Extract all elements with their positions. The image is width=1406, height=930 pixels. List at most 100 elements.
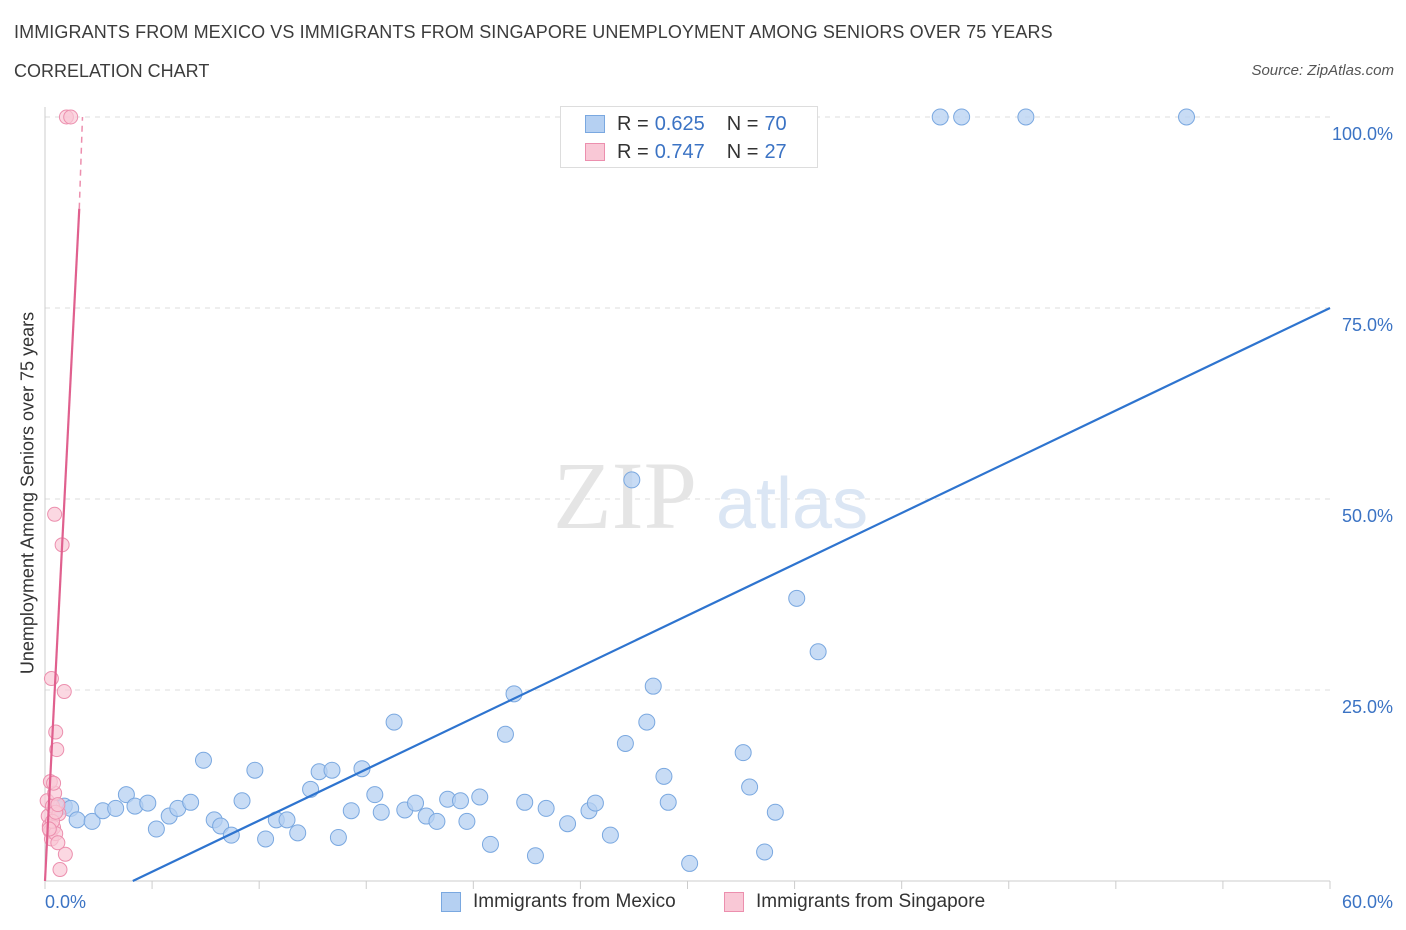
legend-row-singapore: R = 0.747 N = 27 — [585, 140, 787, 164]
legend-n-label: N = — [726, 112, 759, 135]
mexico-point — [496, 725, 514, 743]
singapore-point — [49, 742, 65, 758]
mexico-point — [481, 835, 499, 853]
bottom-legend-label-singapore: Immigrants from Singapore — [756, 891, 986, 912]
mexico-point — [222, 826, 240, 844]
mexico-point — [809, 643, 827, 661]
axes — [44, 107, 1331, 889]
mexico-point — [372, 803, 390, 821]
bottom-legend-swatch-mexico — [441, 892, 461, 912]
legend-n-label: N = — [726, 140, 759, 163]
mexico-point — [734, 744, 752, 762]
legend-r-label: R = — [617, 140, 649, 163]
watermark: ZIP atlas — [553, 442, 868, 549]
mexico-point — [655, 767, 673, 785]
singapore-point — [47, 506, 63, 522]
legend-r-mexico: 0.625 — [654, 112, 705, 135]
mexico-point — [323, 761, 341, 779]
mexico-point — [756, 843, 774, 861]
mexico-trend-line — [132, 307, 1331, 882]
y-tick-label: 25.0% — [1342, 697, 1393, 717]
source-label: Source: ZipAtlas.com — [1251, 62, 1394, 79]
trend-lines — [43, 116, 1331, 882]
mexico-point — [616, 734, 634, 752]
singapore-trend-line — [43, 208, 81, 882]
mexico-point — [516, 793, 534, 811]
mexico-point — [458, 812, 476, 830]
legend-swatch-singapore — [585, 143, 605, 161]
mexico-point — [1017, 108, 1035, 126]
mexico-point — [407, 794, 425, 812]
mexico-point — [931, 108, 949, 126]
mexico-point — [139, 794, 157, 812]
chart-subtitle: CORRELATION CHART — [14, 61, 210, 81]
mexico-point — [1178, 108, 1196, 126]
singapore-point — [48, 724, 64, 740]
mexico-point — [257, 830, 275, 848]
mexico-point — [537, 799, 555, 817]
mexico-point — [117, 786, 135, 804]
legend-r-label: R = — [617, 112, 649, 135]
mexico-point — [194, 751, 212, 769]
mexico-point — [246, 761, 264, 779]
mexico-point — [366, 786, 384, 804]
x-tick-label-max: 60.0% — [1342, 892, 1393, 912]
y-tick-label: 50.0% — [1342, 506, 1393, 526]
legend-n-singapore: 27 — [764, 140, 787, 163]
bottom-legend-mexico: Immigrants from Mexico — [441, 890, 676, 914]
mexico-point — [147, 820, 165, 838]
singapore-point — [52, 862, 68, 878]
mexico-point — [83, 812, 101, 830]
mexico-point — [471, 788, 489, 806]
singapore-point — [50, 797, 66, 813]
mexico-point — [342, 802, 360, 820]
mexico-point — [623, 471, 641, 489]
mexico-point — [766, 803, 784, 821]
mexico-point — [741, 778, 759, 796]
mexico-point — [233, 792, 251, 810]
mexico-point — [278, 811, 296, 829]
mexico-point — [681, 854, 699, 872]
bottom-legend-label-mexico: Immigrants from Mexico — [473, 891, 676, 912]
mexico-point — [638, 713, 656, 731]
bottom-legend-singapore: Immigrants from Singapore — [724, 890, 985, 914]
mexico-point — [601, 826, 619, 844]
legend-n-mexico: 70 — [764, 112, 787, 135]
legend-row-mexico: R = 0.625 N = 70 — [585, 112, 787, 136]
singapore-point — [63, 109, 79, 125]
mexico-point — [68, 811, 86, 829]
mexico-points — [49, 108, 1196, 872]
singapore-point — [41, 821, 57, 837]
mexico-point — [586, 794, 604, 812]
legend-swatch-mexico — [585, 115, 605, 133]
y-tick-label: 75.0% — [1342, 315, 1393, 335]
mexico-point — [107, 799, 125, 817]
mexico-point — [659, 793, 677, 811]
singapore-point — [56, 684, 72, 700]
y-tick-label: 100.0% — [1332, 124, 1393, 144]
y-tick-labels: 25.0% 50.0% 75.0% 100.0% — [1332, 124, 1393, 717]
mexico-point — [788, 589, 806, 607]
watermark-zip: ZIP — [553, 442, 697, 549]
correlation-legend: R = 0.625 N = 70 R = 0.747 N = 27 — [560, 106, 818, 168]
mexico-point — [385, 713, 403, 731]
singapore-point — [50, 835, 66, 851]
bottom-legend-swatch-singapore — [724, 892, 744, 912]
mexico-point — [451, 792, 469, 810]
mexico-point — [329, 828, 347, 846]
x-tick-label-min: 0.0% — [45, 892, 86, 912]
mexico-point — [559, 815, 577, 833]
chart-title: IMMIGRANTS FROM MEXICO VS IMMIGRANTS FRO… — [14, 22, 1053, 42]
legend-r-singapore: 0.747 — [654, 140, 705, 163]
mexico-point — [428, 812, 446, 830]
mexico-point — [644, 677, 662, 695]
mexico-point — [182, 793, 200, 811]
singapore-points — [39, 109, 79, 878]
watermark-atlas: atlas — [716, 464, 868, 544]
mexico-point — [289, 824, 307, 842]
gridlines — [45, 116, 1330, 691]
mexico-point — [953, 108, 971, 126]
mexico-point — [526, 847, 544, 865]
singapore-trend-extension — [78, 116, 84, 209]
